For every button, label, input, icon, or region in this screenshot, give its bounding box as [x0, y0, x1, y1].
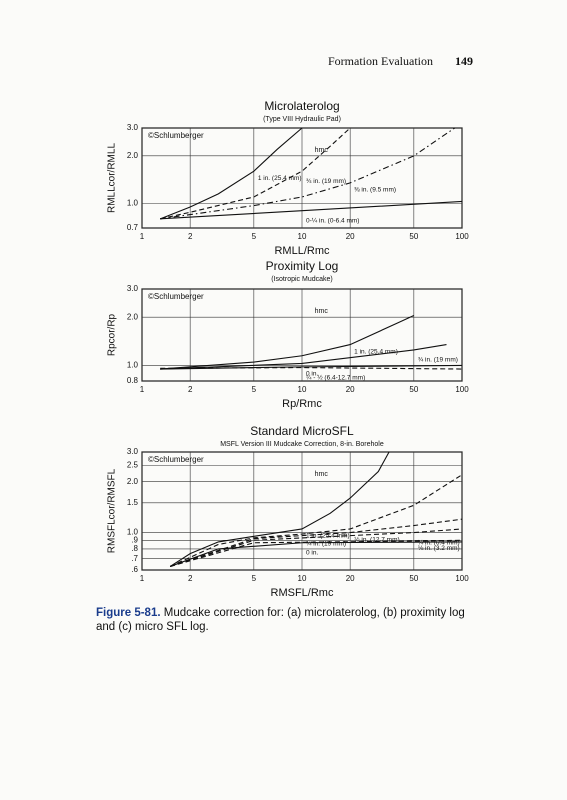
curve-label: ¾ in. (19 mm) — [306, 178, 346, 185]
x-tick-label: 20 — [346, 574, 355, 583]
y-tick-label: 2.5 — [127, 460, 139, 469]
y-tick-label: 0.8 — [127, 376, 139, 385]
curve — [169, 474, 463, 567]
curve-label: ¾ in. (19 mm) — [306, 541, 346, 548]
credit: ©Schlumberger — [148, 455, 204, 464]
curve-label: 1 in. (25.4 mm) — [354, 348, 398, 355]
x-tick-label: 100 — [455, 574, 469, 583]
curve — [169, 541, 463, 567]
chart-subtitle: MSFL Version III Mudcake Correction, 8-i… — [220, 441, 384, 448]
y-tick-label: .8 — [131, 544, 138, 553]
curve-label: 0 in. — [306, 371, 318, 378]
curve-label: ¾ in. (19 mm) — [418, 357, 458, 364]
x-tick-label: 10 — [298, 574, 307, 583]
x-tick-label: 100 — [455, 385, 469, 394]
x-tick-label: 1 — [140, 232, 145, 241]
y-axis-label: RMSFLcor/RMSFL — [107, 468, 118, 553]
y-tick-label: 0.7 — [127, 223, 139, 232]
curve — [169, 451, 390, 567]
y-axis-label: RMLLcor/RMLL — [107, 143, 118, 213]
curve-label: ¼ - ½ (6.4-12.7 mm) — [306, 373, 365, 381]
x-tick-label: 1 — [140, 385, 145, 394]
curve — [170, 528, 463, 567]
running-head: Formation Evaluation — [328, 54, 433, 68]
page-number: 149 — [455, 54, 473, 68]
caption-text: Mudcake correction for: (a) microlaterol… — [96, 607, 465, 633]
figure-caption: Figure 5-81. Mudcake correction for: (a)… — [96, 606, 476, 634]
y-tick-label: 1.5 — [127, 498, 139, 507]
caption-label: Figure 5-81. — [96, 607, 161, 619]
x-tick-label: 1 — [140, 574, 145, 583]
x-tick-label: 5 — [252, 574, 257, 583]
annotation: hmc — [315, 308, 329, 315]
x-tick-label: 10 — [298, 232, 307, 241]
curve-label: ⅜ in. (9.5 mm) — [354, 187, 396, 194]
y-tick-label: 1.0 — [127, 361, 139, 370]
x-tick-label: 100 — [455, 232, 469, 241]
y-tick-label: 2.0 — [127, 477, 139, 486]
y-tick-label: 2.0 — [127, 151, 139, 160]
curve — [160, 315, 415, 370]
curve — [160, 127, 455, 220]
curve-label: 1 in. (25.4 mm) — [258, 175, 302, 182]
y-tick-label: .9 — [131, 535, 138, 544]
x-tick-label: 2 — [188, 232, 193, 241]
y-tick-label: 1.0 — [127, 199, 139, 208]
chart-subtitle: (Isotropic Mudcake) — [271, 276, 332, 283]
chart-title: Standard MicroSFL — [250, 424, 354, 438]
curve-label: ⅛ in. (3.2 mm) — [418, 545, 460, 552]
y-tick-label: 3.0 — [127, 123, 139, 132]
x-tick-label: 50 — [409, 574, 418, 583]
x-tick-label: 50 — [409, 385, 418, 394]
annotation: hmc — [315, 147, 329, 154]
curve — [160, 344, 447, 370]
y-axis-label: Rpcor/Rp — [107, 313, 118, 356]
curve-label: ¼ in. (6.4 mm) — [418, 539, 460, 546]
credit: ©Schlumberger — [148, 131, 204, 140]
y-tick-label: 3.0 — [127, 284, 139, 293]
curve — [160, 367, 463, 370]
credit: ©Schlumberger — [148, 292, 204, 301]
y-tick-label: 2.0 — [127, 312, 139, 321]
x-tick-label: 5 — [252, 232, 257, 241]
x-axis-label: RMLL/Rmc — [274, 245, 330, 257]
chart-title: Microlaterolog — [264, 99, 339, 113]
curve — [160, 127, 303, 220]
y-tick-label: .7 — [131, 554, 138, 563]
y-tick-label: 3.0 — [127, 447, 139, 456]
x-tick-label: 2 — [188, 574, 193, 583]
chart-subtitle: (Type VIII Hydraulic Pad) — [263, 116, 341, 123]
x-tick-label: 20 — [346, 232, 355, 241]
curve — [160, 200, 463, 220]
annotation: hmc — [315, 471, 329, 478]
curve — [170, 539, 463, 567]
x-tick-label: 50 — [409, 232, 418, 241]
y-tick-label: 1.0 — [127, 528, 139, 537]
x-axis-label: Rp/Rmc — [282, 398, 322, 410]
x-tick-label: 20 — [346, 385, 355, 394]
curve — [160, 364, 463, 370]
chart-title: Proximity Log — [266, 259, 339, 273]
x-tick-label: 2 — [188, 385, 193, 394]
curve — [160, 127, 351, 220]
x-axis-label: RMSFL/Rmc — [271, 587, 334, 599]
x-tick-label: 5 — [252, 385, 257, 394]
curve-label: 0 in. — [306, 549, 318, 556]
x-tick-label: 10 — [298, 385, 307, 394]
y-tick-label: .6 — [131, 565, 138, 574]
curve-label: ½ in. (12.7 mm) — [354, 535, 400, 543]
curve-label: 0-¼ in. (0-6.4 mm) — [306, 217, 359, 224]
